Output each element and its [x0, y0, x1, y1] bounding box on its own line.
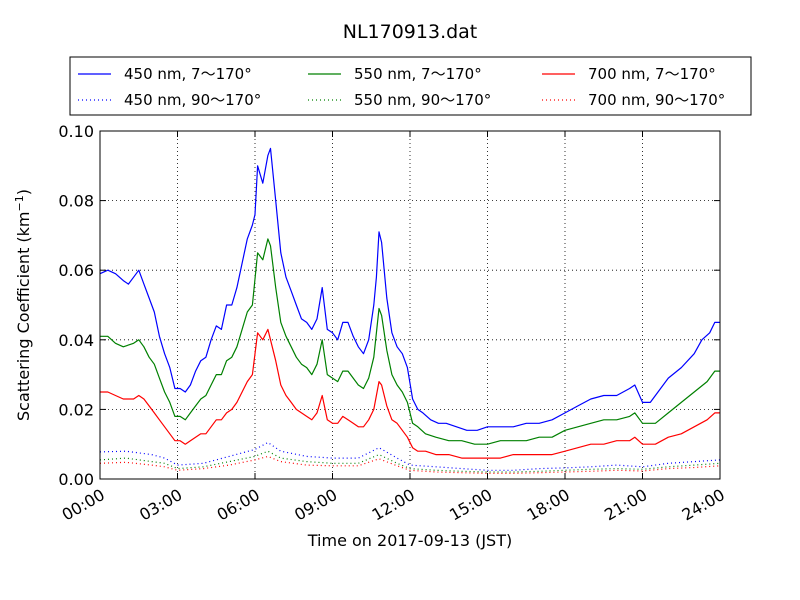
x-axis-label: Time on 2017-09-13 (JST) — [307, 531, 512, 550]
x-tick-label: 00:00 — [59, 485, 108, 525]
series-line — [99, 450, 721, 473]
series-group — [99, 147, 721, 474]
y-tick-label: 0.04 — [58, 331, 94, 350]
y-tick-label: 0.00 — [58, 470, 94, 489]
x-tick-label: 21:00 — [601, 485, 650, 525]
x-tick-label: 15:00 — [446, 485, 495, 525]
series-line — [99, 147, 720, 431]
legend-label: 550 nm, 90～170° — [354, 91, 491, 109]
y-tick-label: 0.06 — [58, 261, 94, 280]
legend: 450 nm, 7～170° 450 nm, 90～170° 550 nm, 7～1… — [69, 56, 752, 116]
legend-label: 550 nm, 7～170° — [354, 65, 482, 83]
y-axis-label: Scattering Coefficient (km−1) — [13, 189, 33, 421]
y-tick-label: 0.08 — [58, 192, 94, 211]
y-axis-label-sup: −1 — [13, 195, 26, 211]
y-tick-label: 0.10 — [58, 122, 94, 141]
x-tick-label: 09:00 — [291, 485, 340, 525]
legend-label: 450 nm, 7～170° — [124, 65, 252, 83]
chart-title: NL170913.dat — [343, 21, 478, 43]
y-axis-label-main: Scattering Coefficient (km — [14, 211, 33, 421]
x-tick-label: 03:00 — [136, 485, 185, 525]
series-line — [99, 455, 721, 474]
x-tick-label: 06:00 — [214, 485, 263, 525]
grid — [100, 131, 720, 479]
x-tick-label: 24:00 — [679, 485, 728, 525]
legend-frame — [69, 56, 752, 116]
series-line — [100, 328, 720, 459]
y-axis-label-close: ) — [14, 189, 33, 195]
legend-label: 700 nm, 7～170° — [588, 65, 716, 83]
y-axis: 0.00 0.02 0.04 0.06 0.08 0.10 — [58, 122, 720, 489]
x-tick-label: 12:00 — [369, 485, 418, 525]
series-line — [100, 238, 720, 445]
y-tick-label: 0.02 — [58, 400, 94, 419]
legend-label: 700 nm, 90～170° — [588, 91, 725, 109]
series-line — [99, 441, 721, 471]
x-tick-label: 18:00 — [524, 485, 573, 525]
legend-label: 450 nm, 90～170° — [124, 91, 261, 109]
